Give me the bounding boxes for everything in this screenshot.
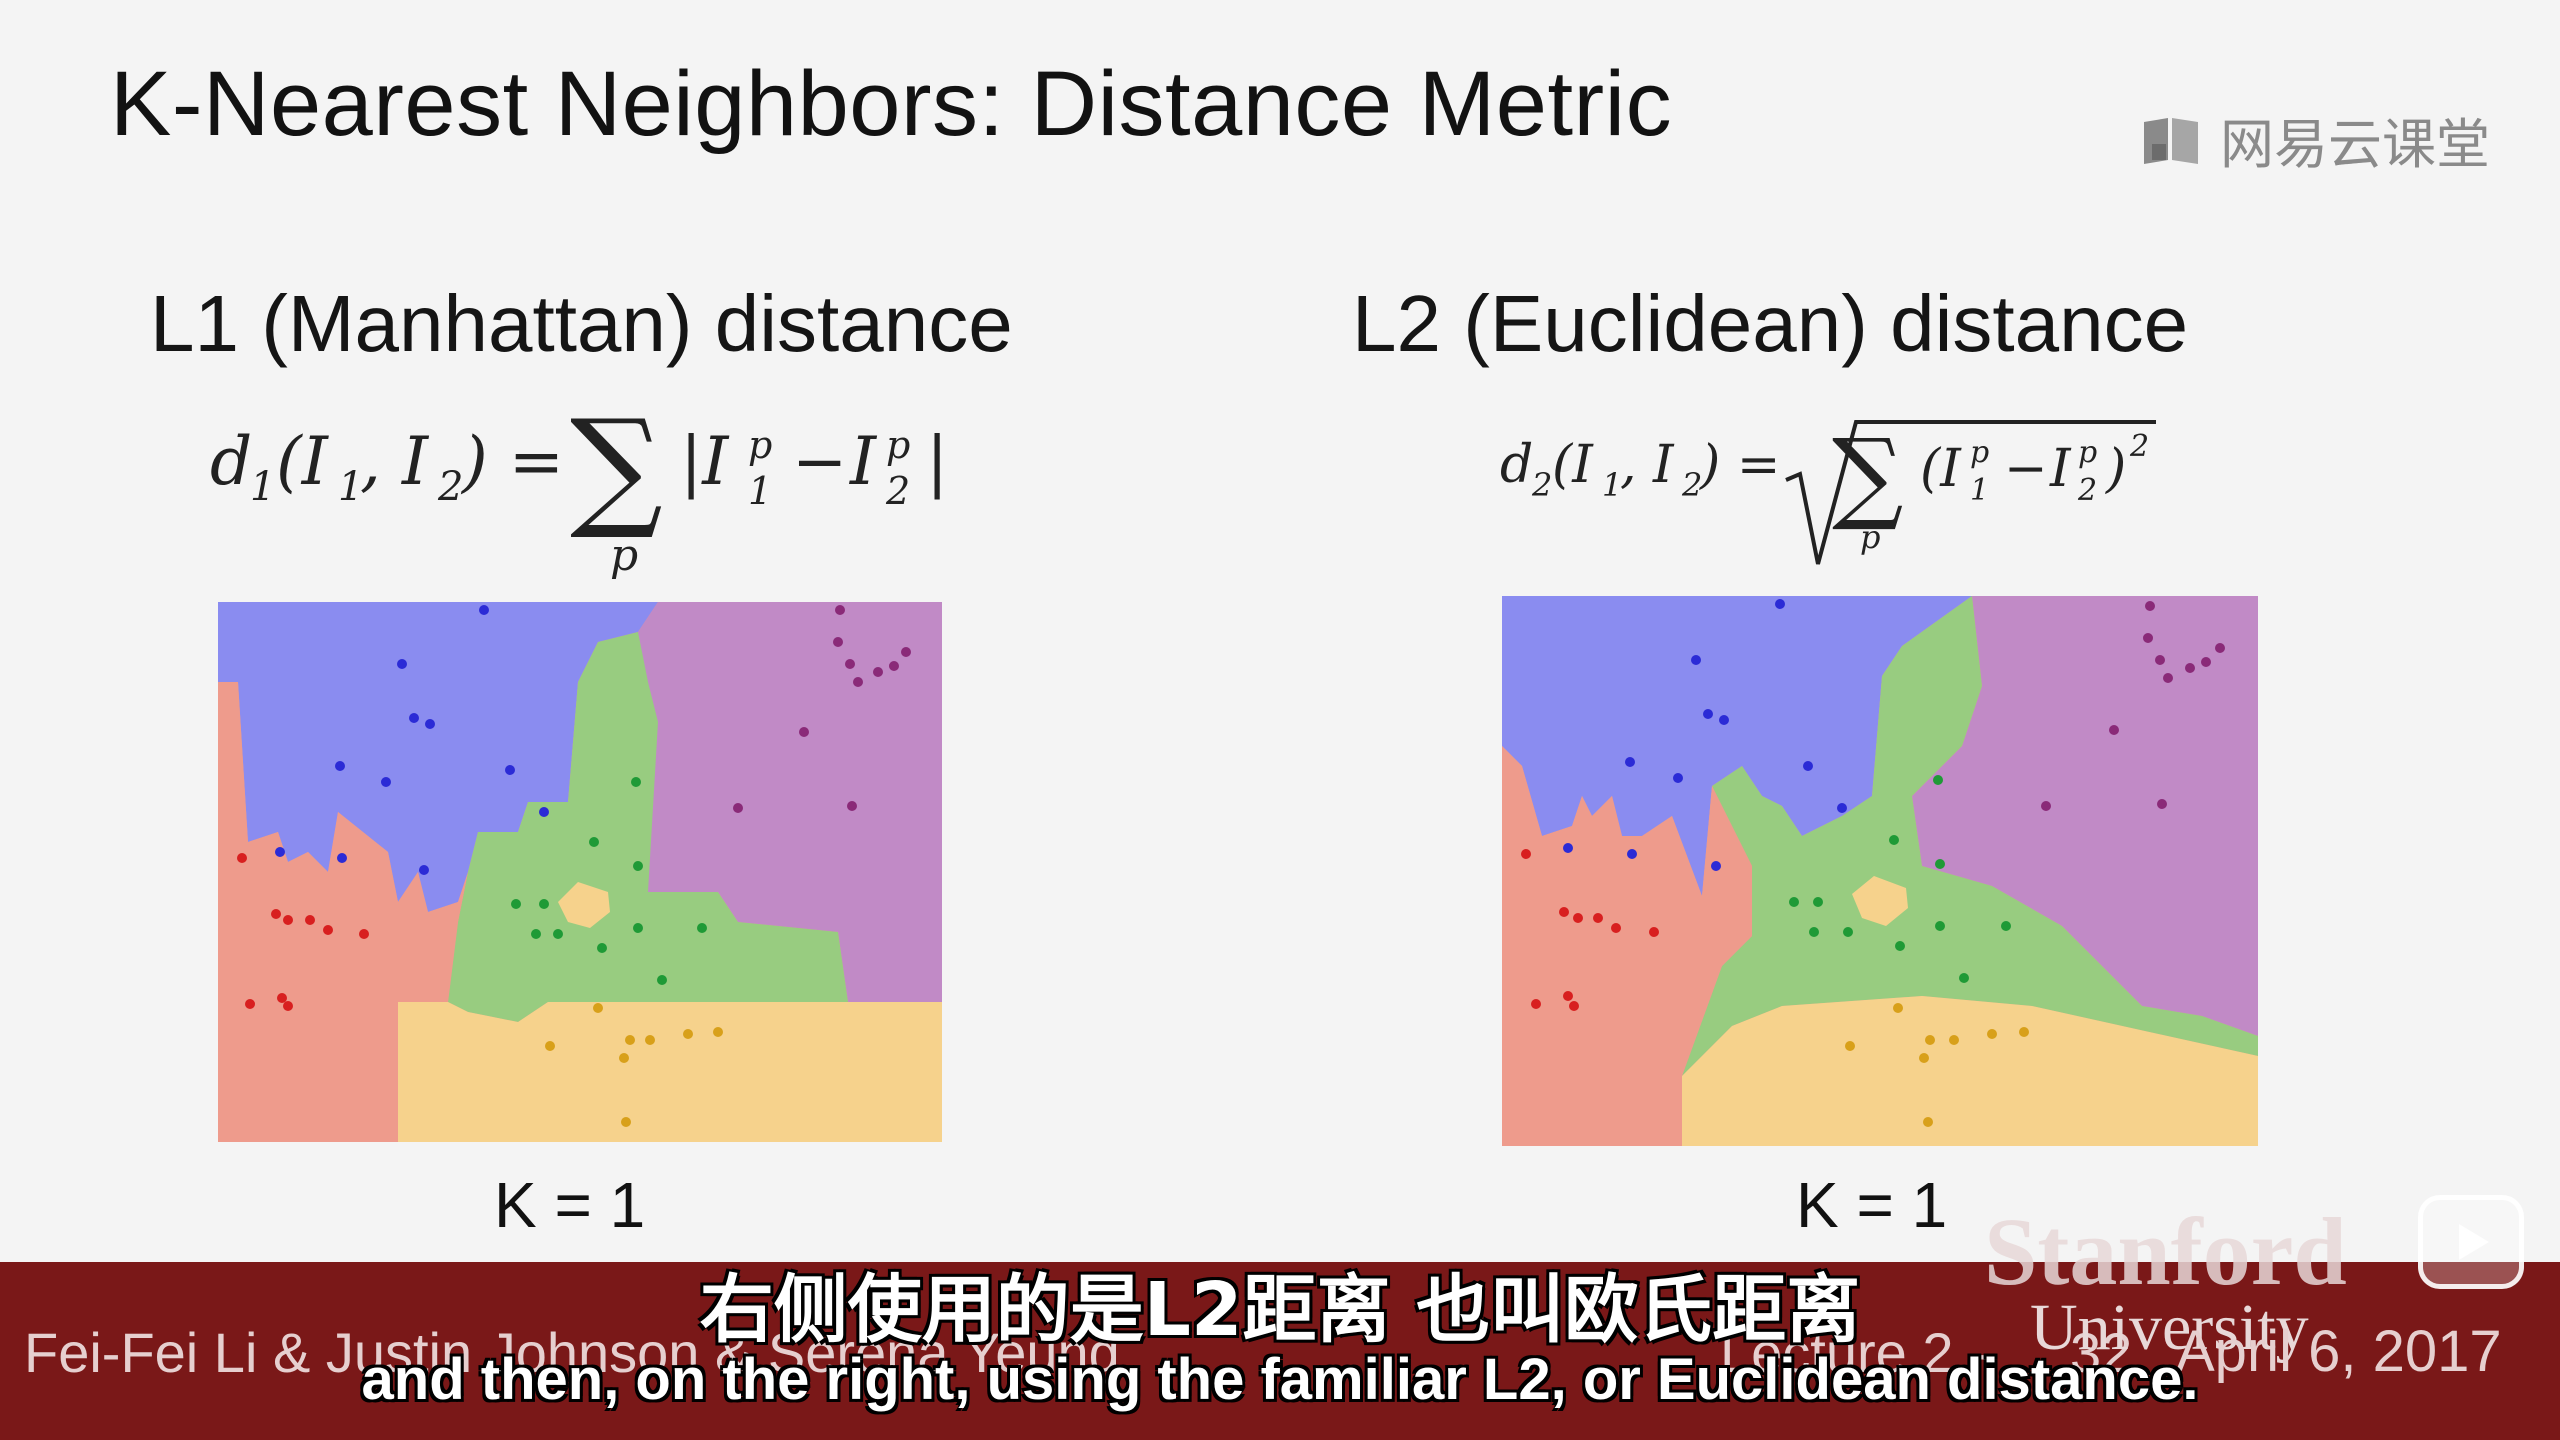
svg-text:p: p: [610, 530, 638, 581]
stanford-logo-line2: University: [2030, 1291, 2309, 1364]
svg-text:∑: ∑: [570, 400, 663, 543]
svg-text:p: p: [1970, 435, 1989, 470]
subtitle-english: and then, on the right, using the famili…: [361, 1347, 2199, 1412]
svg-text:I: I: [849, 423, 878, 500]
svg-text:p: p: [1860, 518, 1880, 556]
svg-text:∑: ∑: [1832, 417, 1903, 534]
l1-k-label: K = 1: [494, 1169, 646, 1241]
svg-text:2: 2: [885, 469, 910, 513]
svg-text:) =: ) =: [1699, 435, 1780, 495]
svg-text:, I: , I: [1620, 435, 1675, 495]
l2-heading: L2 (Euclidean) distance: [1352, 279, 2189, 368]
svg-text:) =: ) =: [460, 423, 564, 500]
slide-title: K-Nearest Neighbors: Distance Metric: [110, 53, 1673, 155]
l2-formula: d 2 (I 1 , I 2 ) = ∑ p (I p 1 − I p 2 ) …: [1500, 417, 2156, 565]
svg-text:|I: |I: [680, 423, 730, 500]
subtitle-chinese: 右侧使用的是L2距离 也叫欧氏距离: [699, 1267, 1861, 1353]
svg-text:p: p: [2078, 435, 2097, 470]
l1-heading: L1 (Manhattan) distance: [150, 279, 1013, 368]
svg-text:1: 1: [748, 469, 772, 513]
l2-k-label: K = 1: [1796, 1169, 1948, 1241]
svg-text:|: |: [926, 423, 948, 500]
svg-text:2: 2: [1681, 466, 1702, 504]
svg-text:1: 1: [1602, 466, 1622, 504]
l1-formula: d 1 (I 1 , I 2 ) = ∑ p |I p 1 − I p 2 |: [210, 400, 948, 581]
footer-date: April 6, 2017: [2176, 1319, 2502, 1384]
play-button[interactable]: [2418, 1195, 2524, 1289]
footer-bar: [0, 1262, 2560, 1440]
svg-text:I: I: [2049, 439, 2072, 499]
svg-text:, I: , I: [360, 423, 430, 500]
svg-text:d: d: [210, 423, 252, 500]
svg-text:p: p: [886, 423, 910, 467]
svg-text:−: −: [2004, 439, 2048, 499]
watermark-text: 网易云课堂: [2220, 115, 2490, 175]
svg-text:(I: (I: [1552, 435, 1594, 495]
slide: K-Nearest Neighbors: Distance Metric 网易云…: [110, 53, 2490, 1241]
footer-authors: Fei-Fei Li & Justin Johnson & Serena Yeu…: [24, 1321, 1120, 1384]
svg-text:): ): [2105, 439, 2126, 499]
svg-text:(I: (I: [1920, 439, 1962, 499]
stanford-logo-line1: Stanford: [1984, 1198, 2347, 1305]
svg-text:2: 2: [1531, 466, 1552, 504]
book-icon: [2144, 117, 2198, 164]
l2-decision-plot: [1502, 596, 2258, 1146]
svg-text:2: 2: [2077, 473, 2097, 508]
svg-text:2: 2: [437, 464, 463, 510]
l1-decision-plot: [218, 602, 942, 1142]
svg-text:−: −: [792, 423, 847, 500]
svg-text:1: 1: [338, 464, 363, 510]
svg-text:1: 1: [1970, 473, 1989, 508]
footer-lecture: Lecture 2 -: [1720, 1321, 1988, 1384]
svg-text:d: d: [1500, 435, 1533, 495]
svg-text:(I: (I: [276, 423, 330, 500]
play-icon: [2459, 1224, 2489, 1260]
svg-text:1: 1: [250, 464, 275, 510]
svg-text:p: p: [748, 423, 772, 467]
svg-text:2: 2: [2129, 429, 2149, 464]
footer-page: 32: [2070, 1321, 2133, 1384]
watermark: 网易云课堂: [2140, 100, 2490, 179]
